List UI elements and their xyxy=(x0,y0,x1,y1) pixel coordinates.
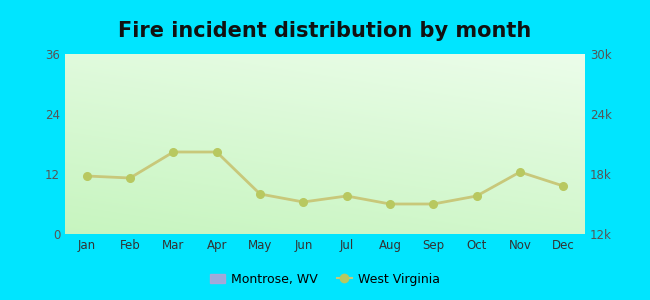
Bar xyxy=(508,159,532,234)
Bar xyxy=(75,219,99,234)
Bar xyxy=(378,189,402,234)
Bar xyxy=(161,89,185,234)
Bar xyxy=(421,189,445,234)
Text: Fire incident distribution by month: Fire incident distribution by month xyxy=(118,21,532,41)
Bar xyxy=(118,179,142,234)
Bar xyxy=(205,154,229,234)
Legend: Montrose, WV, West Virginia: Montrose, WV, West Virginia xyxy=(205,268,445,291)
Bar xyxy=(248,174,272,234)
Bar xyxy=(465,189,489,234)
Bar xyxy=(335,184,359,234)
Text: City-Data.com: City-Data.com xyxy=(419,65,499,75)
Bar xyxy=(291,219,315,234)
Bar xyxy=(551,124,575,234)
